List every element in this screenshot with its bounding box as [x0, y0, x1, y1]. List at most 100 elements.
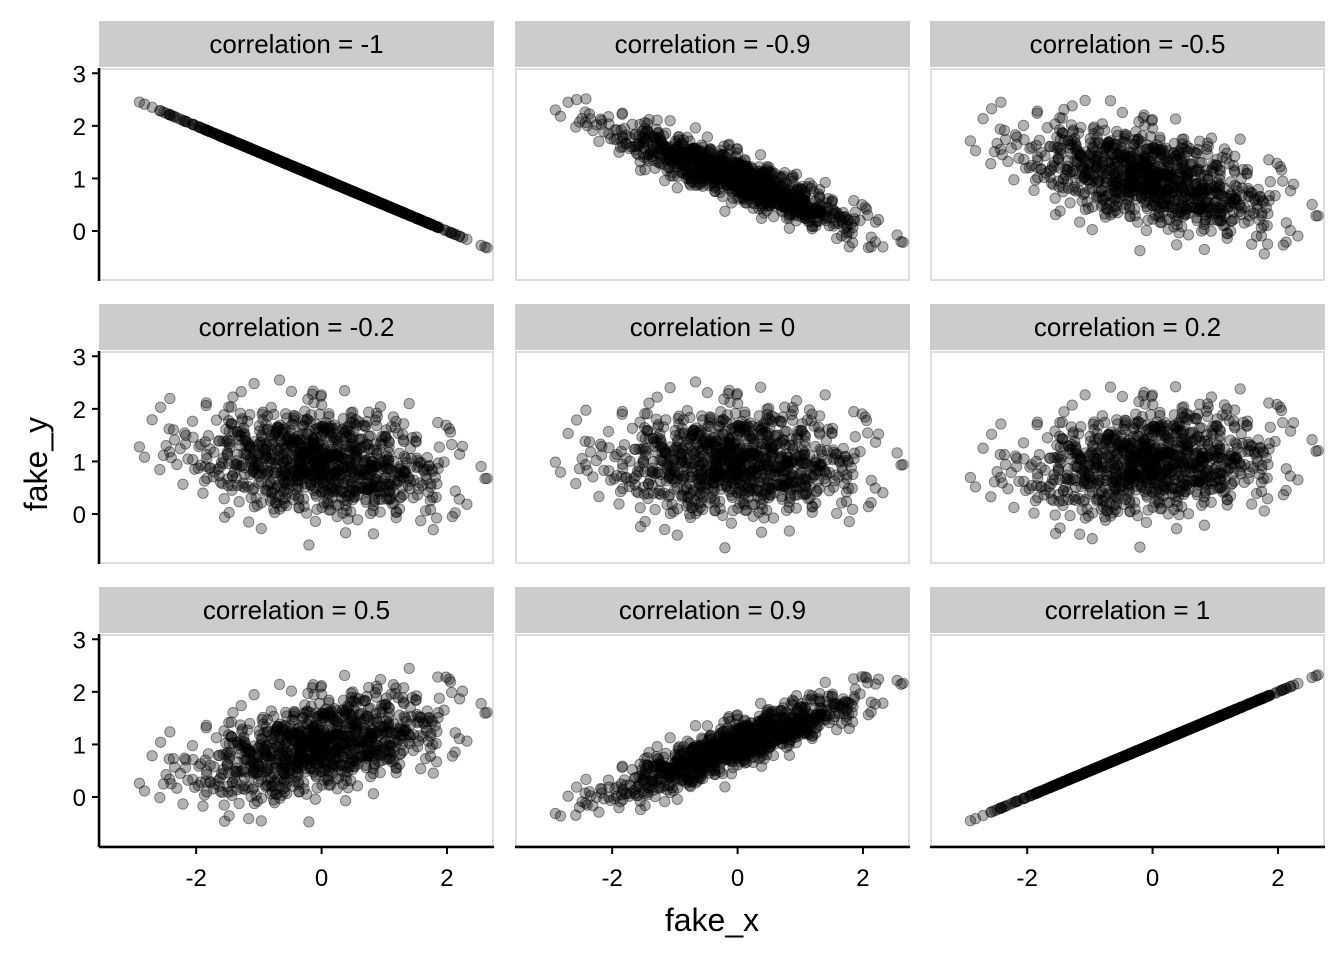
data-point — [988, 146, 1001, 158]
data-point — [394, 460, 406, 473]
data-point — [324, 176, 336, 188]
data-point — [310, 170, 322, 182]
data-point — [995, 96, 1007, 108]
data-point — [317, 173, 329, 185]
data-point — [432, 462, 444, 475]
data-point — [433, 441, 445, 453]
data-point — [133, 441, 146, 453]
data-point — [617, 462, 629, 475]
data-point — [626, 118, 639, 130]
data-point — [1132, 133, 1144, 145]
data-point — [286, 418, 298, 430]
data-point — [1253, 214, 1265, 226]
data-point — [617, 132, 629, 144]
data-point — [315, 172, 327, 184]
data-point — [626, 422, 639, 434]
data-point — [276, 427, 288, 439]
data-point — [677, 470, 689, 482]
data-point — [1093, 137, 1105, 149]
data-point — [778, 181, 790, 193]
data-point — [562, 96, 574, 108]
data-point — [714, 471, 726, 483]
data-point — [583, 436, 596, 448]
data-point — [309, 169, 321, 182]
data-point — [1104, 95, 1117, 107]
data-point — [740, 424, 752, 436]
data-point — [843, 241, 855, 253]
data-point — [373, 196, 385, 209]
data-point — [649, 503, 661, 516]
data-point — [580, 404, 592, 416]
data-point — [1170, 239, 1183, 251]
data-point — [390, 203, 402, 216]
data-point — [631, 465, 644, 477]
data-point — [848, 453, 860, 465]
data-point — [210, 414, 223, 426]
data-point — [293, 163, 306, 175]
data-point — [422, 486, 434, 498]
data-point — [186, 415, 199, 427]
data-point — [383, 201, 395, 213]
data-point — [838, 477, 850, 490]
data-point — [1029, 174, 1042, 186]
data-point — [694, 164, 706, 176]
data-point — [587, 471, 599, 483]
data-point — [800, 481, 812, 494]
data-point — [664, 115, 676, 127]
data-point — [275, 155, 287, 168]
data-point — [446, 438, 458, 451]
data-point — [154, 401, 167, 413]
data-point — [771, 460, 783, 473]
data-point — [397, 207, 409, 219]
data-point — [273, 374, 286, 386]
data-point — [209, 128, 221, 140]
data-point — [260, 444, 272, 456]
data-point — [154, 463, 166, 476]
data-point — [233, 496, 245, 508]
data-point — [346, 185, 359, 198]
data-point — [877, 241, 889, 253]
data-point — [806, 500, 818, 513]
facet-strip-label: correlation = -0.2 — [199, 312, 395, 342]
data-point — [752, 461, 764, 473]
data-point — [239, 140, 251, 152]
data-point — [354, 188, 366, 201]
data-point — [742, 444, 754, 457]
data-point — [331, 179, 343, 191]
data-point — [160, 439, 172, 452]
data-point — [429, 220, 441, 232]
data-point — [341, 183, 353, 195]
data-point — [371, 195, 383, 208]
data-point — [403, 209, 415, 221]
data-point — [891, 447, 903, 459]
data-point — [403, 472, 415, 485]
data-point — [313, 171, 325, 183]
data-point — [819, 389, 831, 401]
data-point — [292, 490, 305, 502]
data-point — [461, 498, 473, 510]
data-point — [301, 413, 313, 425]
data-point — [614, 141, 627, 154]
facet-panel: correlation = -0.5 — [930, 21, 1325, 281]
data-point — [291, 162, 304, 174]
data-point — [634, 502, 646, 514]
data-point — [260, 149, 272, 161]
data-point — [197, 487, 209, 499]
data-point — [371, 195, 383, 208]
data-point — [223, 415, 235, 427]
data-point — [573, 463, 586, 475]
data-point — [397, 207, 410, 219]
data-point — [355, 464, 367, 476]
data-point — [252, 460, 264, 472]
data-point — [819, 465, 831, 478]
data-point — [1255, 230, 1268, 242]
data-point — [193, 440, 205, 453]
data-point — [664, 382, 676, 394]
data-point — [164, 109, 176, 121]
data-point — [248, 144, 260, 156]
data-point — [178, 115, 191, 127]
data-point — [341, 183, 354, 195]
data-point — [865, 241, 877, 253]
data-point — [277, 156, 289, 169]
data-point — [587, 124, 599, 137]
